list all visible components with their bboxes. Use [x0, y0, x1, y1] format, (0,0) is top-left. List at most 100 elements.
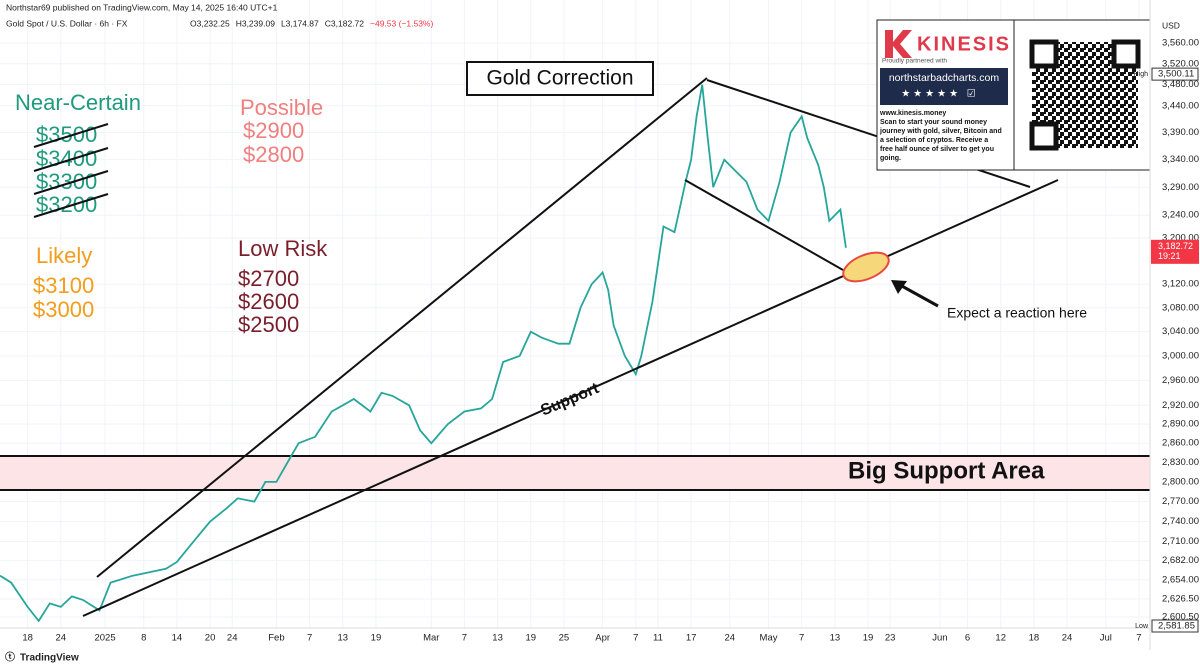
- ad: KINESIS Proudly partnered with northstar…: [876, 19, 1151, 171]
- trendline: [96, 77, 708, 578]
- x-tick-label: 23: [885, 633, 896, 644]
- ad-url: www.kinesis.money: [879, 110, 946, 117]
- y-tick-label: 3,240.00: [1162, 210, 1199, 221]
- y-tick-label: 3,080.00: [1162, 302, 1199, 313]
- x-tick-label: Jul: [1100, 633, 1112, 644]
- y-tick-label: 2,800.00: [1162, 476, 1199, 487]
- x-tick-label: 7: [307, 633, 312, 644]
- strike: [33, 193, 109, 218]
- y-tick-label: 2,890.00: [1162, 419, 1199, 430]
- ad-stars: ★★★★★ ☑: [901, 89, 979, 100]
- target-heading: Low Risk: [238, 236, 328, 261]
- currency: USD: [1162, 20, 1180, 30]
- x-tick-label: 2025: [94, 633, 115, 644]
- strike: [33, 147, 109, 172]
- x-tick-label: 11: [653, 633, 663, 644]
- x-tick-label: 25: [559, 633, 570, 644]
- x-tick-label: 13: [492, 633, 503, 644]
- y-tick-label: 3,560.00: [1162, 38, 1199, 49]
- y-tick-label: 2,960.00: [1162, 375, 1199, 386]
- x-tick-label: 24: [725, 633, 736, 644]
- ohlc-value: H3,239.09: [236, 18, 275, 28]
- y-tick-label: 3,290.00: [1162, 182, 1199, 193]
- target-level: $2600: [238, 289, 299, 314]
- strikes: [33, 123, 109, 218]
- y-tick-label: 3,390.00: [1162, 127, 1199, 138]
- x-tick-label: 7: [633, 633, 638, 644]
- x-tick-label: 17: [686, 633, 697, 644]
- x-tick-label: 14: [172, 633, 183, 644]
- y-tick-label: 2,710.00: [1162, 536, 1199, 547]
- ohlc-value: L3,174.87: [281, 18, 319, 28]
- high-tag: High: [1134, 71, 1149, 78]
- x-tick-label: 19: [863, 633, 874, 644]
- price-axis: [1150, 0, 1200, 667]
- y-tick-label: 2,682.00: [1162, 555, 1199, 566]
- support-area-label: Big Support Area: [848, 457, 1045, 484]
- last-time: 19:21: [1158, 251, 1181, 261]
- symbol: Gold Spot / U.S. Dollar · 6h · FX: [6, 18, 128, 28]
- x-tick-label: Feb: [268, 633, 284, 644]
- possible: Possible $2900 $2800: [240, 95, 323, 167]
- ad-tagline: Proudly partnered with: [882, 58, 947, 65]
- ad-line: free half ounce of silver to get you: [880, 146, 994, 153]
- y-tick-label: 3,200.00: [1162, 232, 1199, 243]
- x-tick-label: 18: [22, 633, 33, 644]
- x-tick-label: 8: [141, 633, 146, 644]
- title-box: [466, 61, 654, 96]
- y-tick-label: 3,000.00: [1162, 350, 1199, 361]
- low-risk: Low Risk $2700 $2600 $2500: [238, 236, 328, 337]
- y-tick-label: 3,440.00: [1162, 100, 1199, 111]
- footer-logo: ⓣ: [5, 651, 15, 664]
- high-box: [1151, 67, 1199, 81]
- x-tick-label: 19: [525, 633, 536, 644]
- target-level: $2500: [238, 312, 299, 337]
- target-level: $3100: [33, 273, 94, 298]
- y-tick-label: 2,600.50: [1162, 612, 1199, 623]
- time-axis: [0, 628, 1200, 667]
- likely: Likely $3100 $3000: [33, 243, 94, 322]
- target-level: $2900: [243, 118, 304, 143]
- y-tick-label: 2,770.00: [1162, 496, 1199, 507]
- y-tick-label: 2,920.00: [1162, 400, 1199, 411]
- y-tick-label: 3,520.00: [1162, 58, 1199, 69]
- ad-brand: KINESIS: [917, 33, 1011, 55]
- target-level: $3000: [33, 297, 94, 322]
- x-tick-label: 7: [799, 633, 804, 644]
- x-tick-label: 7: [462, 633, 467, 644]
- publisher: Northstar69 published on TradingView.com…: [6, 2, 278, 12]
- last-label: 3,182.72: [1158, 241, 1193, 251]
- x-tick-label: May: [760, 633, 778, 644]
- x-tick-label: 13: [830, 633, 841, 644]
- ad-line: Scan to start your sound money: [880, 119, 987, 126]
- x-tick-label: 7: [1136, 633, 1141, 644]
- ohlc: O3,232.25 H3,239.09 L3,174.87 C3,182.72 −49.…: [190, 18, 433, 28]
- ad-line: a selection of cryptos. Receive a: [880, 137, 988, 144]
- last-box: [1151, 239, 1199, 264]
- footer: TradingView: [20, 653, 79, 664]
- x-tick-label: Mar: [423, 633, 439, 644]
- x-tick-label: Apr: [595, 633, 610, 644]
- plot: [0, 84, 847, 623]
- x-tick-label: 20: [205, 633, 216, 644]
- low-box: [1151, 619, 1199, 633]
- y-tick-label: 3,120.00: [1162, 279, 1199, 290]
- low-tag: Low: [1135, 623, 1149, 630]
- y-tick-label: 2,830.00: [1162, 457, 1199, 468]
- ad-line: journey with gold, silver, Bitcoin and: [879, 128, 1002, 135]
- y-tick-label: 3,340.00: [1162, 154, 1199, 165]
- target-heading: Near-Certain: [15, 90, 141, 115]
- arrow: [899, 283, 939, 308]
- qr-finder: [1029, 121, 1059, 151]
- target-heading: Likely: [36, 243, 92, 268]
- near-certain: Near-Certain $3500 $3400 $3300 $3200: [15, 90, 141, 217]
- y-tick-label: 2,626.50: [1162, 593, 1199, 604]
- ohlc-value: −49.53 (−1.53%): [370, 18, 433, 28]
- x-tick-label: Jun: [932, 633, 947, 644]
- x-tick-label: 13: [337, 633, 348, 644]
- x-tick-label: 24: [1062, 633, 1073, 644]
- x-tick-label: 24: [56, 633, 67, 644]
- y-tick-label: 2,860.00: [1162, 438, 1199, 449]
- reaction-zone: [842, 251, 890, 283]
- qr-finder: [1029, 39, 1059, 69]
